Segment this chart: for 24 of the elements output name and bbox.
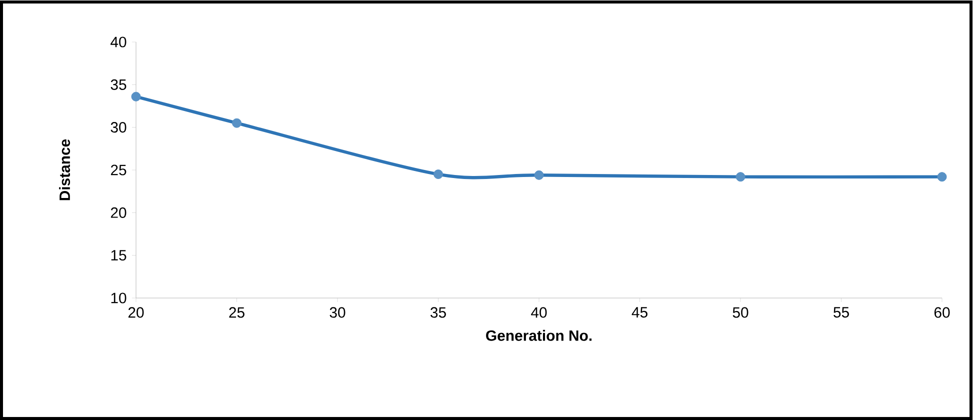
x-axis-title: Generation No. [486,330,592,341]
x-tick-label: 55 [834,307,849,318]
y-tick-label: 30 [110,122,126,133]
x-tick-label: 45 [632,307,648,318]
x-tick-label: 40 [531,307,547,318]
y-tick-label: 15 [111,250,126,261]
x-tick-label: 60 [934,307,950,318]
y-tick-label: 20 [110,207,126,218]
point [534,170,544,180]
y-tick-label: 25 [110,164,126,176]
x-tick-label: 25 [229,307,244,318]
y-axis-title: Distance [59,139,70,200]
y-tick-label: 40 [110,36,126,48]
point [937,172,947,182]
x-tick-label: 20 [128,307,144,318]
point [736,172,746,182]
point [232,118,242,128]
point [131,92,141,102]
x-tick-label: 30 [330,307,346,318]
x-tick-label: 35 [430,307,446,318]
y-tick-label: 10 [111,292,126,304]
point [434,170,444,180]
y-tick-label: 35 [110,79,126,90]
x-tick-label: 50 [732,307,748,318]
